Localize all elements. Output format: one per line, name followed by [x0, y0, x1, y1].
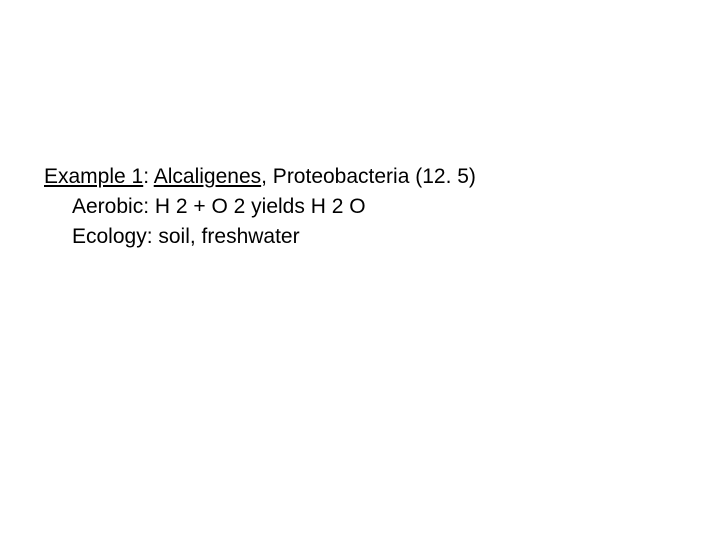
genus-name: Alcaligenes	[154, 165, 261, 188]
separator: :	[143, 165, 154, 188]
slide-content: Example 1: Alcaligenes, Proteobacteria (…	[44, 162, 476, 252]
ecology-line: Ecology: soil, freshwater	[72, 222, 476, 252]
aerobic-line: Aerobic: H 2 + O 2 yields H 2 O	[72, 192, 476, 222]
example-label: Example 1	[44, 165, 143, 188]
classification-text: , Proteobacteria (12. 5)	[261, 165, 476, 188]
example-line: Example 1: Alcaligenes, Proteobacteria (…	[44, 162, 476, 192]
